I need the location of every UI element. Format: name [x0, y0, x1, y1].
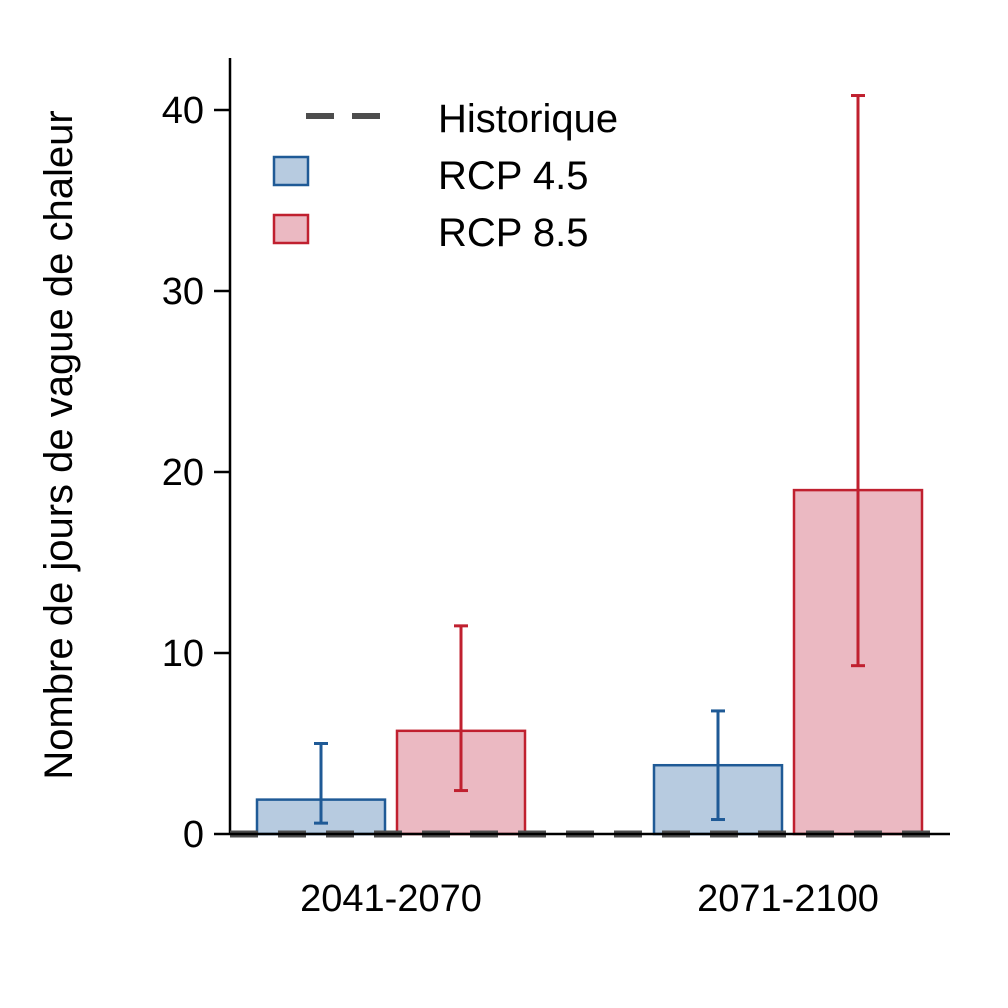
legend: Historique RCP 4.5 RCP 8.5 [272, 97, 618, 255]
y-tick-label: 10 [162, 633, 204, 675]
x-tick-label: 2041-2070 [300, 878, 482, 920]
legend-rcp85-label: RCP 8.5 [438, 211, 588, 255]
y-tick-label: 40 [162, 90, 204, 132]
y-tick-label: 30 [162, 271, 204, 313]
error-bars [314, 94, 865, 825]
legend-historique-label: Historique [438, 97, 618, 141]
legend-rcp45-label: RCP 4.5 [438, 154, 588, 198]
x-tick-label: 2071-2100 [697, 878, 879, 920]
legend-rcp45-swatch [272, 155, 310, 187]
bars [255, 488, 924, 836]
x-axis: 2041-2070 2071-2100 [230, 832, 950, 920]
y-tick-label: 20 [162, 452, 204, 494]
y-axis-title: Nombre de jours de vague de chaleur [37, 110, 81, 779]
y-axis: 0 10 20 30 40 [162, 58, 232, 856]
legend-rcp85-swatch [272, 213, 310, 245]
y-tick-label: 0 [183, 814, 204, 856]
